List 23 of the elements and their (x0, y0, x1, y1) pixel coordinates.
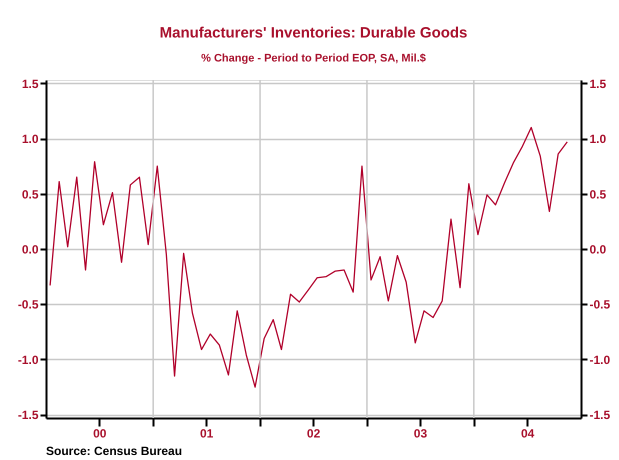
chart-subtitle: % Change - Period to Period EOP, SA, Mil.$ (201, 52, 426, 64)
y2-tick-label: 0.0 (590, 242, 607, 256)
y-tick-label: 0.0 (22, 242, 39, 256)
y-tick-label: -1.0 (18, 352, 39, 367)
chart-title: Manufacturers' Inventories: Durable Goods (160, 24, 468, 42)
y-tick-label: 1.5 (22, 76, 39, 91)
y-tick-label: -1.5 (18, 408, 39, 422)
x-tick-label: 02 (306, 426, 321, 440)
y2-tick-label: -1.5 (590, 408, 611, 422)
line-series (49, 126, 568, 388)
y2-tick-label: 1.5 (590, 76, 607, 91)
y2-tick-label: -1.0 (590, 352, 611, 367)
x-tick-label: 00 (93, 426, 107, 440)
y2-tick-label: -0.5 (590, 298, 611, 312)
x-tick-label: 01 (200, 426, 214, 440)
y-tick-label: 1.0 (22, 132, 39, 146)
x-tick-label: 04 (520, 426, 535, 440)
source-note: Source: Census Bureau (46, 444, 182, 458)
x-tick-label: 03 (414, 426, 428, 440)
y-tick-label: -0.5 (18, 298, 39, 312)
y2-tick-label: 1.0 (590, 132, 607, 146)
y2-tick-label: 0.5 (590, 187, 607, 202)
y-tick-label: 0.5 (22, 187, 39, 202)
